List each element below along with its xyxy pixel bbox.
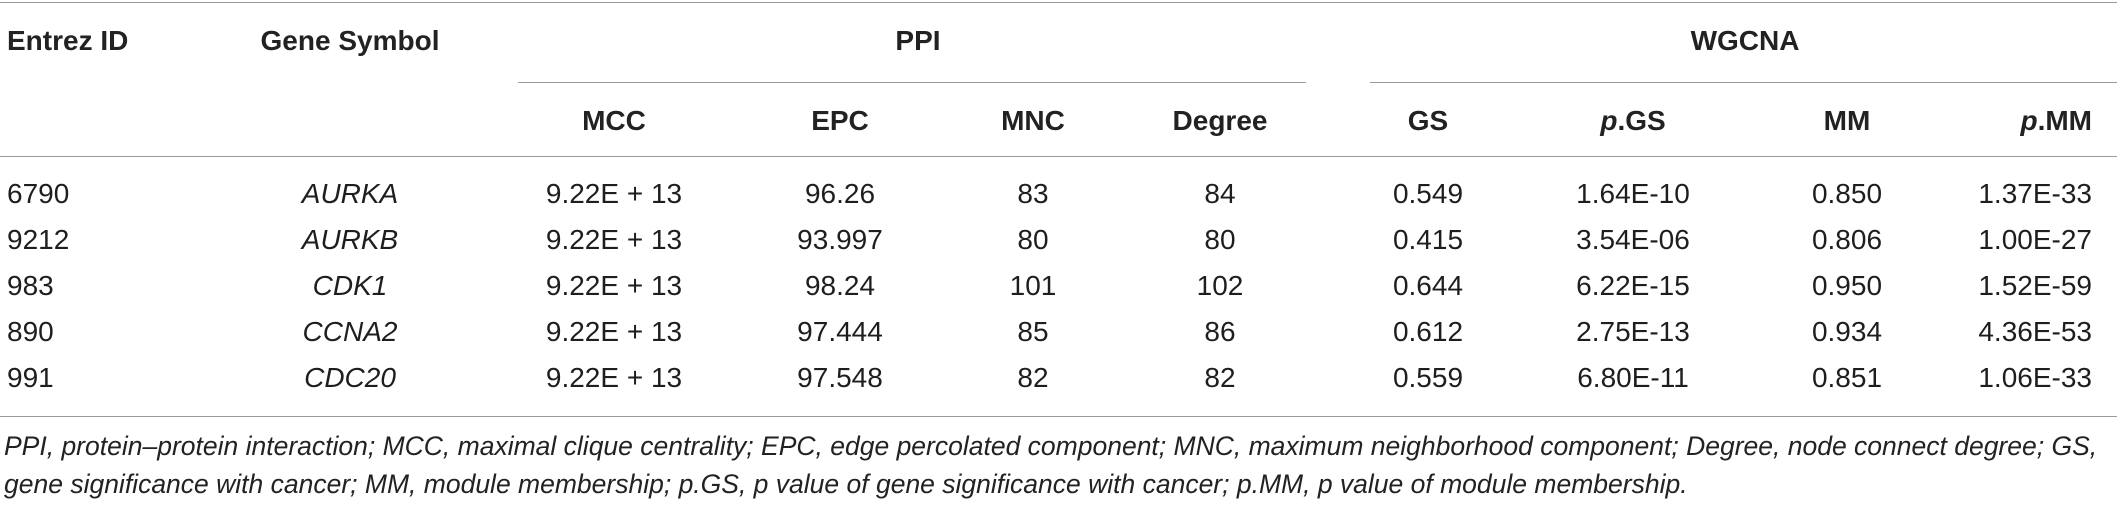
cell-gs: 0.549	[1392, 178, 1464, 209]
cell-mcc: 9.22E + 13	[545, 316, 683, 347]
wgcna-group-rule	[1370, 82, 2117, 83]
cell-mm: 0.934	[1811, 316, 1883, 347]
header-entrez-id: Entrez ID	[7, 25, 129, 56]
cell-mcc: 9.22E + 13	[545, 362, 683, 393]
cell-symbol: CDC20	[304, 362, 396, 393]
cell-pmm: 1.52E-59	[1978, 270, 2092, 301]
header-degree: Degree	[1172, 105, 1268, 136]
header-gene-symbol: Gene Symbol	[260, 25, 440, 56]
cell-pmm: 1.00E-27	[1978, 224, 2092, 255]
header-pmm-suffix: .MM	[2037, 105, 2092, 136]
cell-mnc: 83	[1017, 178, 1049, 209]
cell-symbol: CCNA2	[302, 316, 398, 347]
cell-entrez: 9212	[7, 224, 70, 255]
cell-entrez: 983	[7, 270, 54, 301]
cell-entrez: 6790	[7, 178, 70, 209]
cell-pgs: 6.80E-11	[1577, 362, 1689, 393]
cell-mcc: 9.22E + 13	[545, 270, 683, 301]
cell-degree: 80	[1204, 224, 1236, 255]
cell-pmm: 4.36E-53	[1978, 316, 2092, 347]
header-pmm-prefix: p	[2020, 105, 2038, 136]
cell-degree: 84	[1204, 178, 1236, 209]
cell-gs: 0.415	[1392, 224, 1464, 255]
header-gs: GS	[1407, 105, 1449, 136]
cell-pgs: 2.75E-13	[1576, 316, 1690, 347]
cell-symbol: AURKA	[301, 178, 399, 209]
cell-symbol: CDK1	[312, 270, 388, 301]
header-group-ppi: PPI	[895, 25, 941, 56]
header-rule	[0, 156, 2117, 157]
header-group-wgcna: WGCNA	[1690, 25, 1800, 56]
header-mcc: MCC	[582, 105, 646, 136]
cell-symbol: AURKB	[301, 224, 399, 255]
cell-mm: 0.850	[1811, 178, 1883, 209]
cell-epc: 97.548	[797, 362, 883, 393]
cell-epc: 93.997	[797, 224, 883, 255]
header-mnc: MNC	[1001, 105, 1065, 136]
cell-entrez: 991	[7, 362, 54, 393]
cell-gs: 0.612	[1392, 316, 1464, 347]
cell-mnc: 101	[1009, 270, 1057, 301]
header-epc: EPC	[811, 105, 869, 136]
cell-mnc: 80	[1017, 224, 1049, 255]
cell-epc: 98.24	[804, 270, 876, 301]
cell-pgs: 6.22E-15	[1576, 270, 1690, 301]
cell-mcc: 9.22E + 13	[545, 178, 683, 209]
cell-mm: 0.851	[1811, 362, 1883, 393]
cell-epc: 97.444	[797, 316, 883, 347]
ppi-group-rule	[518, 82, 1306, 83]
cell-entrez: 890	[7, 316, 54, 347]
cell-degree: 82	[1204, 362, 1236, 393]
header-pgs-suffix: .GS	[1617, 105, 1666, 136]
cell-mcc: 9.22E + 13	[545, 224, 683, 255]
cell-epc: 96.26	[804, 178, 876, 209]
cell-degree: 86	[1204, 316, 1236, 347]
cell-pmm: 1.37E-33	[1978, 178, 2092, 209]
cell-pmm: 1.06E-33	[1978, 362, 2092, 393]
header-pmm: p.MM	[1960, 104, 2092, 138]
header-pgs: p.GS	[1573, 104, 1693, 138]
cell-pgs: 3.54E-06	[1576, 224, 1690, 255]
cell-mnc: 85	[1017, 316, 1049, 347]
cell-gs: 0.559	[1392, 362, 1464, 393]
table-footnote: PPI, protein–protein interaction; MCC, m…	[4, 431, 2098, 499]
body-bottom-rule	[0, 416, 2117, 417]
cell-pgs: 1.64E-10	[1576, 178, 1690, 209]
cell-mnc: 82	[1017, 362, 1049, 393]
header-pgs-prefix: p	[1600, 105, 1618, 136]
top-rule	[0, 2, 2117, 3]
cell-degree: 102	[1196, 270, 1244, 301]
cell-gs: 0.644	[1392, 270, 1464, 301]
cell-mm: 0.950	[1811, 270, 1883, 301]
header-mm: MM	[1823, 105, 1871, 136]
cell-mm: 0.806	[1811, 224, 1883, 255]
